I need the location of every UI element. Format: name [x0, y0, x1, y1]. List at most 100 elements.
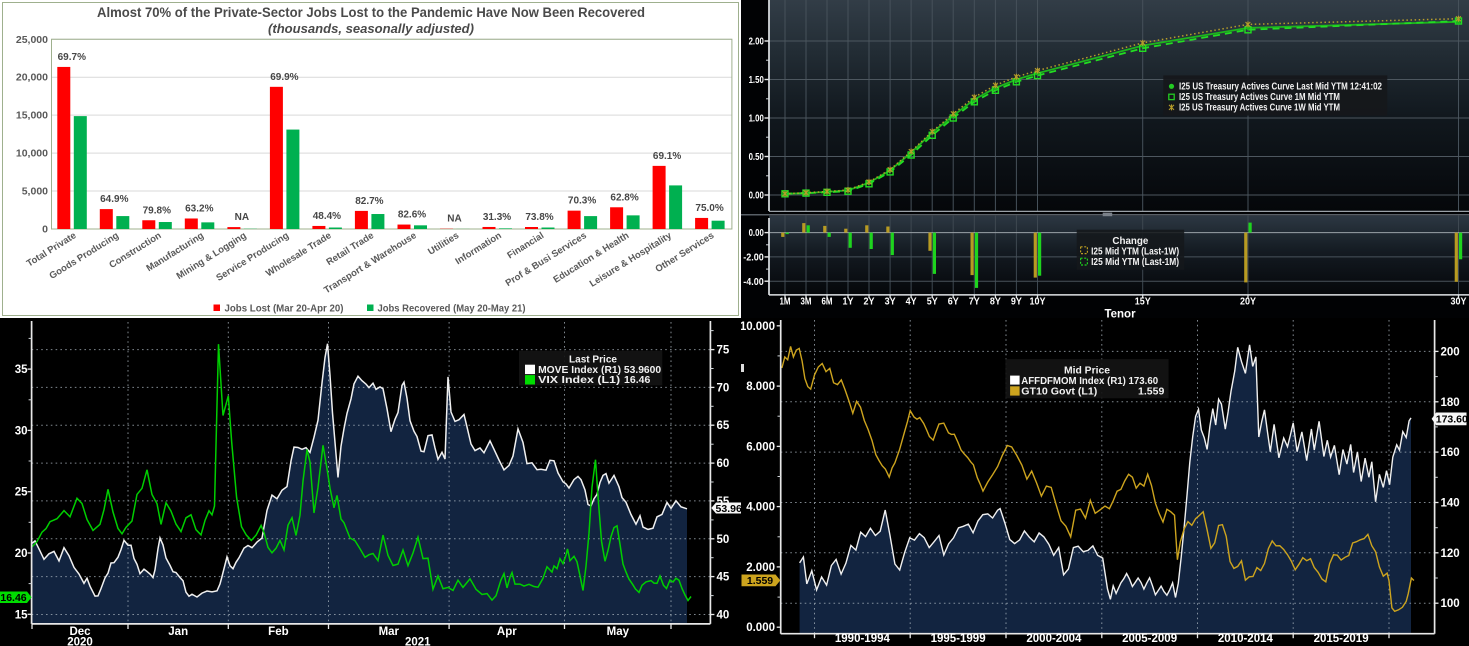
- svg-text:Change: Change: [1112, 236, 1148, 247]
- svg-text:79.8%: 79.8%: [143, 205, 171, 216]
- svg-text:15,000: 15,000: [16, 110, 48, 122]
- svg-text:6.000: 6.000: [746, 441, 775, 453]
- svg-text:82.7%: 82.7%: [355, 196, 383, 207]
- svg-text:NA: NA: [447, 214, 461, 225]
- svg-text:-2.00: -2.00: [743, 253, 764, 264]
- svg-text:7Y: 7Y: [969, 296, 980, 307]
- svg-text:1.559: 1.559: [1138, 385, 1164, 397]
- svg-text:8.000: 8.000: [746, 381, 775, 393]
- svg-text:Tenor: Tenor: [1104, 309, 1136, 319]
- svg-text:Jobs Recovered (May 20-May 21): Jobs Recovered (May 20-May 21): [378, 304, 526, 315]
- svg-text:2000-2004: 2000-2004: [1026, 633, 1082, 645]
- svg-text:20Y: 20Y: [1240, 296, 1256, 307]
- svg-text:45: 45: [717, 572, 730, 584]
- svg-text:75.0%: 75.0%: [695, 203, 723, 214]
- svg-text:Dec: Dec: [69, 626, 91, 638]
- svg-text:AFFDFMOM Index (R1) 173.60: AFFDFMOM Index (R1) 173.60: [1021, 375, 1158, 387]
- svg-text:30Y: 30Y: [1451, 296, 1467, 307]
- svg-text:10.000: 10.000: [741, 321, 775, 333]
- svg-text:10Y: 10Y: [1030, 296, 1046, 307]
- svg-text:100: 100: [1441, 598, 1460, 610]
- svg-text:I25 Mid YTM (Last-1M): I25 Mid YTM (Last-1M): [1091, 257, 1179, 268]
- svg-text:Jan: Jan: [168, 626, 188, 638]
- svg-text:2005-2009: 2005-2009: [1122, 633, 1177, 645]
- svg-text:Apr: Apr: [497, 626, 517, 638]
- svg-text:6M: 6M: [822, 296, 833, 307]
- svg-text:35: 35: [15, 364, 28, 376]
- svg-text:1.559: 1.559: [747, 575, 773, 587]
- svg-text:0.00: 0.00: [749, 228, 765, 239]
- svg-text:-4.00: -4.00: [743, 277, 764, 288]
- svg-text:75: 75: [717, 345, 730, 357]
- svg-text:4.000: 4.000: [746, 502, 775, 514]
- svg-text:5Y: 5Y: [927, 296, 938, 307]
- svg-text:Mid Price: Mid Price: [1064, 365, 1110, 377]
- svg-text:69.1%: 69.1%: [653, 151, 681, 162]
- svg-text:1M: 1M: [780, 296, 791, 307]
- svg-text:1995-1999: 1995-1999: [931, 633, 986, 645]
- svg-text:120: 120: [1441, 548, 1460, 560]
- svg-text:Mar: Mar: [379, 626, 400, 638]
- svg-text:2010-2014: 2010-2014: [1218, 633, 1274, 645]
- svg-text:180: 180: [1441, 397, 1460, 409]
- svg-text:70.3%: 70.3%: [568, 196, 596, 207]
- svg-text:69.9%: 69.9%: [270, 72, 298, 83]
- svg-text:15: 15: [15, 609, 28, 621]
- svg-text:62.8%: 62.8%: [610, 192, 638, 203]
- svg-text:31.3%: 31.3%: [483, 212, 511, 223]
- svg-text:16.46: 16.46: [624, 374, 650, 386]
- svg-text:40: 40: [717, 610, 730, 622]
- svg-text:65: 65: [717, 420, 730, 432]
- svg-text:VIX Index (L1): VIX Index (L1): [538, 374, 620, 386]
- svg-text:30: 30: [15, 425, 28, 437]
- svg-text:4Y: 4Y: [906, 296, 917, 307]
- svg-text:15Y: 15Y: [1135, 296, 1151, 307]
- svg-text:0.50: 0.50: [749, 152, 765, 163]
- svg-text:10,000: 10,000: [16, 148, 48, 160]
- svg-text:Jobs Lost (Mar 20-Apr 20): Jobs Lost (Mar 20-Apr 20): [225, 304, 344, 315]
- svg-text:Feb: Feb: [268, 626, 288, 638]
- svg-text:50: 50: [717, 534, 730, 546]
- svg-text:I25 US Treasury Actives Curve: I25 US Treasury Actives Curve 1M Mid YTM: [1179, 92, 1340, 103]
- svg-text:9Y: 9Y: [1011, 296, 1022, 307]
- svg-text:1990-1994: 1990-1994: [835, 633, 891, 645]
- svg-text:Last Price: Last Price: [569, 354, 617, 366]
- svg-text:2.00: 2.00: [749, 37, 765, 48]
- svg-text:48.4%: 48.4%: [313, 211, 341, 222]
- svg-text:I25 US Treasury Actives Curve: I25 US Treasury Actives Curve 1W Mid YTM: [1179, 103, 1340, 114]
- svg-text:64.9%: 64.9%: [100, 194, 128, 205]
- svg-text:173.60: 173.60: [1436, 414, 1468, 426]
- svg-text:1.00: 1.00: [749, 114, 765, 125]
- svg-text:2021: 2021: [405, 637, 431, 646]
- svg-text:6Y: 6Y: [948, 296, 959, 307]
- svg-text:I25 US Treasury Actives Curve: I25 US Treasury Actives Curve Last Mid Y…: [1179, 82, 1382, 93]
- svg-text:53.96: 53.96: [716, 503, 741, 515]
- svg-text:I25 Mid YTM (Last-1W): I25 Mid YTM (Last-1W): [1091, 247, 1179, 258]
- svg-text:GT10 Govt (L1): GT10 Govt (L1): [1021, 385, 1097, 397]
- svg-text:20,000: 20,000: [16, 72, 48, 84]
- svg-text:8Y: 8Y: [990, 296, 1001, 307]
- svg-text:3Y: 3Y: [885, 296, 896, 307]
- svg-text:25,000: 25,000: [16, 34, 48, 46]
- svg-text:0.000: 0.000: [746, 622, 775, 634]
- svg-text:2015-2019: 2015-2019: [1314, 633, 1369, 645]
- svg-text:1Y: 1Y: [843, 296, 854, 307]
- svg-text:3M: 3M: [801, 296, 812, 307]
- svg-text:70: 70: [717, 382, 730, 394]
- svg-text:140: 140: [1441, 498, 1460, 510]
- svg-text:73.8%: 73.8%: [525, 212, 553, 223]
- svg-text:0: 0: [42, 224, 48, 236]
- svg-text:82.6%: 82.6%: [398, 210, 426, 221]
- svg-text:16.46: 16.46: [0, 592, 26, 604]
- svg-text:25: 25: [15, 487, 28, 499]
- svg-text:Almost 70% of the Private-Sect: Almost 70% of the Private-Sector Jobs Lo…: [97, 5, 645, 20]
- svg-text:0.00: 0.00: [749, 191, 765, 202]
- svg-text:5,000: 5,000: [22, 186, 48, 198]
- svg-text:MOVE Index (R1) 53.9600: MOVE Index (R1) 53.9600: [538, 364, 661, 376]
- svg-text:63.2%: 63.2%: [185, 204, 213, 215]
- svg-text:69.7%: 69.7%: [58, 52, 86, 63]
- svg-text:May: May: [607, 626, 630, 638]
- svg-text:2Y: 2Y: [864, 296, 875, 307]
- svg-text:NA: NA: [235, 212, 249, 223]
- svg-text:60: 60: [717, 458, 730, 470]
